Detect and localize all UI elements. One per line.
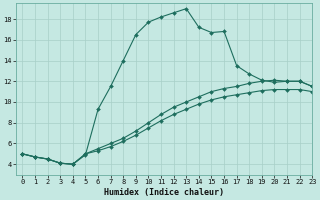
X-axis label: Humidex (Indice chaleur): Humidex (Indice chaleur) — [104, 188, 224, 197]
